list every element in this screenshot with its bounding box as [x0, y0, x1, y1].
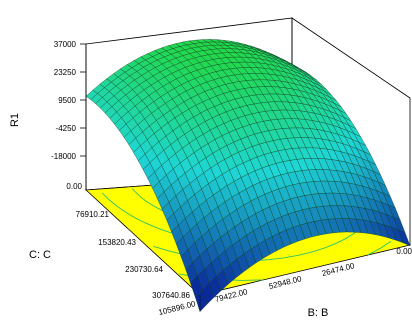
- z-tick-label: 9500: [58, 96, 76, 105]
- c-tick-label: 230730.64: [125, 265, 163, 274]
- z-tick-label: -4250: [56, 124, 77, 133]
- z-axis: 37000 23250 9500 -4250 -18000: [51, 40, 87, 190]
- surface-facet: [299, 222, 313, 240]
- c-tick-label: 153820.43: [98, 238, 136, 247]
- z-tick-label: 23250: [54, 68, 77, 77]
- b-tick-label: 105896.00: [158, 299, 197, 317]
- c-tick-label: 0.00: [66, 182, 82, 191]
- c-axis: 0.00 76910.21 153820.43 230730.64 307640…: [66, 182, 190, 300]
- z-tick-label: 37000: [54, 40, 77, 49]
- c-tick-label: 307640.86: [152, 291, 190, 300]
- c-axis-title: C: C: [29, 249, 51, 261]
- c-tick-label: 76910.21: [76, 210, 110, 219]
- response-surface: [85, 39, 411, 312]
- b-tick-label: 0.00: [396, 247, 412, 256]
- z-tick-label: -18000: [51, 152, 76, 161]
- b-axis-title: B: B: [308, 307, 329, 319]
- z-axis-title: R1: [9, 113, 21, 127]
